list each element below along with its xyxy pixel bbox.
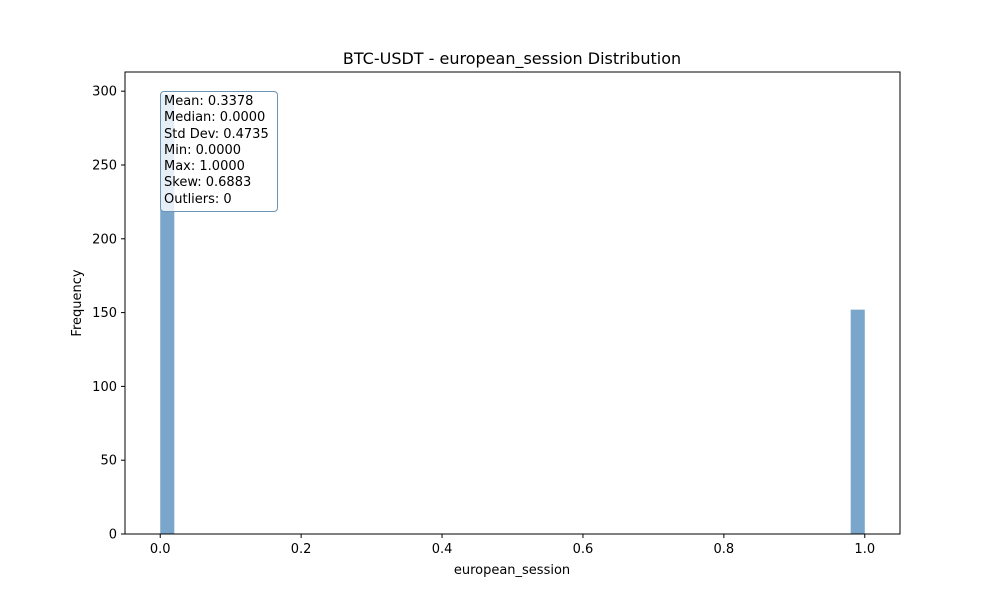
x-axis-ticks: 0.0 0.2 0.4 0.6 0.8 1.0 (150, 534, 875, 557)
y-axis-ticks: 0 50 100 150 200 250 300 (92, 85, 125, 543)
y-tick-label: 300 (92, 85, 117, 100)
plot-frame (124, 71, 901, 535)
y-tick-label: 50 (100, 454, 117, 469)
stat-min: Min: 0.0000 (164, 142, 242, 158)
stat-outliers: Outliers: 0 (164, 191, 232, 207)
x-tick-label: 1.0 (854, 542, 875, 557)
stat-skew: Skew: 0.6883 (164, 175, 252, 191)
histogram-bar (850, 309, 865, 534)
x-tick-label: 0.6 (573, 542, 594, 557)
chart-title: BTC-USDT - european_session Distribution (343, 49, 681, 69)
x-axis-label: european_session (454, 563, 570, 578)
x-tick-label: 0.4 (432, 542, 453, 557)
x-tick-label: 0.0 (150, 542, 171, 557)
y-tick-label: 250 (92, 158, 117, 173)
stat-mean: Mean: 0.3378 (164, 94, 254, 109)
x-tick-label: 0.8 (714, 542, 735, 557)
stat-max: Max: 1.0000 (164, 159, 245, 175)
y-tick-label: 150 (92, 306, 117, 321)
y-tick-label: 100 (92, 380, 117, 395)
y-axis-label: Frequency (70, 269, 85, 336)
x-tick-label: 0.2 (291, 542, 312, 557)
stat-std-dev: Std Dev: 0.4735 (164, 126, 269, 142)
y-tick-label: 0 (109, 528, 117, 543)
y-tick-label: 200 (92, 232, 117, 247)
statistics-box: Mean: 0.3378 Median: 0.0000 Std Dev: 0.4… (160, 91, 278, 213)
stat-median: Median: 0.0000 (164, 110, 266, 126)
